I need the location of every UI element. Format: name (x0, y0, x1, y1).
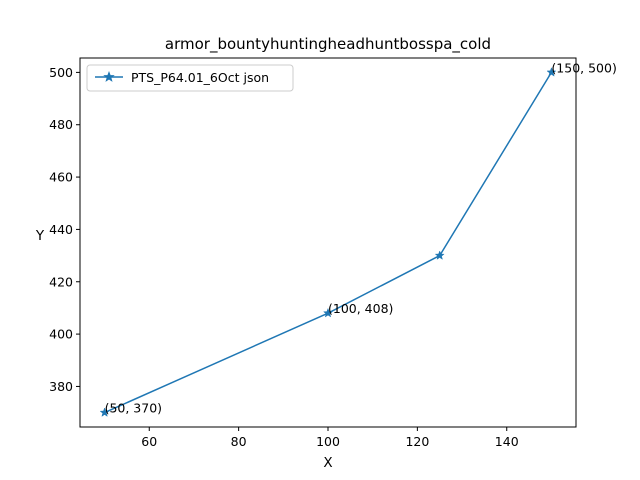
data-point-marker (99, 407, 110, 417)
ticks-layer: 60 80 100 120 140 380 400 420 440 460 480 500 (49, 65, 519, 449)
data-point-marker (546, 67, 557, 77)
y-tick-label: 480 (49, 117, 73, 132)
x-tick-label: 100 (316, 434, 340, 449)
legend-marker (103, 70, 115, 82)
y-tick-label: 400 (49, 327, 73, 342)
y-axis-label: Y (35, 228, 45, 244)
legend-label: PTS_P64.01_6Oct json (131, 70, 269, 85)
plot-area: (50, 370) (100, 408) (150, 500) (99, 60, 617, 417)
x-tick-label: 120 (405, 434, 429, 449)
x-axis-label: X (323, 455, 332, 471)
data-point-annotation: (50, 370) (105, 401, 162, 416)
legend: PTS_P64.01_6Oct json (86, 64, 294, 92)
legend-box (86, 64, 294, 92)
data-point-annotation: (100, 408) (328, 301, 393, 316)
axes-frame (79, 57, 577, 428)
data-point-marker (434, 250, 445, 260)
series-line (104, 71, 553, 414)
x-tick-label: 80 (231, 434, 247, 449)
x-tick-label: 140 (495, 434, 519, 449)
x-tick-label: 60 (141, 434, 157, 449)
y-tick-label: 380 (49, 379, 73, 394)
chart-title: armor_bountyhuntingheadhuntbosspa_cold (165, 35, 491, 54)
data-point-annotation: (150, 500) (551, 60, 616, 75)
y-tick-label: 500 (49, 65, 73, 80)
y-tick-label: 440 (49, 222, 73, 237)
y-tick-label: 420 (49, 274, 73, 289)
data-point-marker (322, 307, 334, 318)
y-tick-label: 460 (49, 170, 73, 185)
